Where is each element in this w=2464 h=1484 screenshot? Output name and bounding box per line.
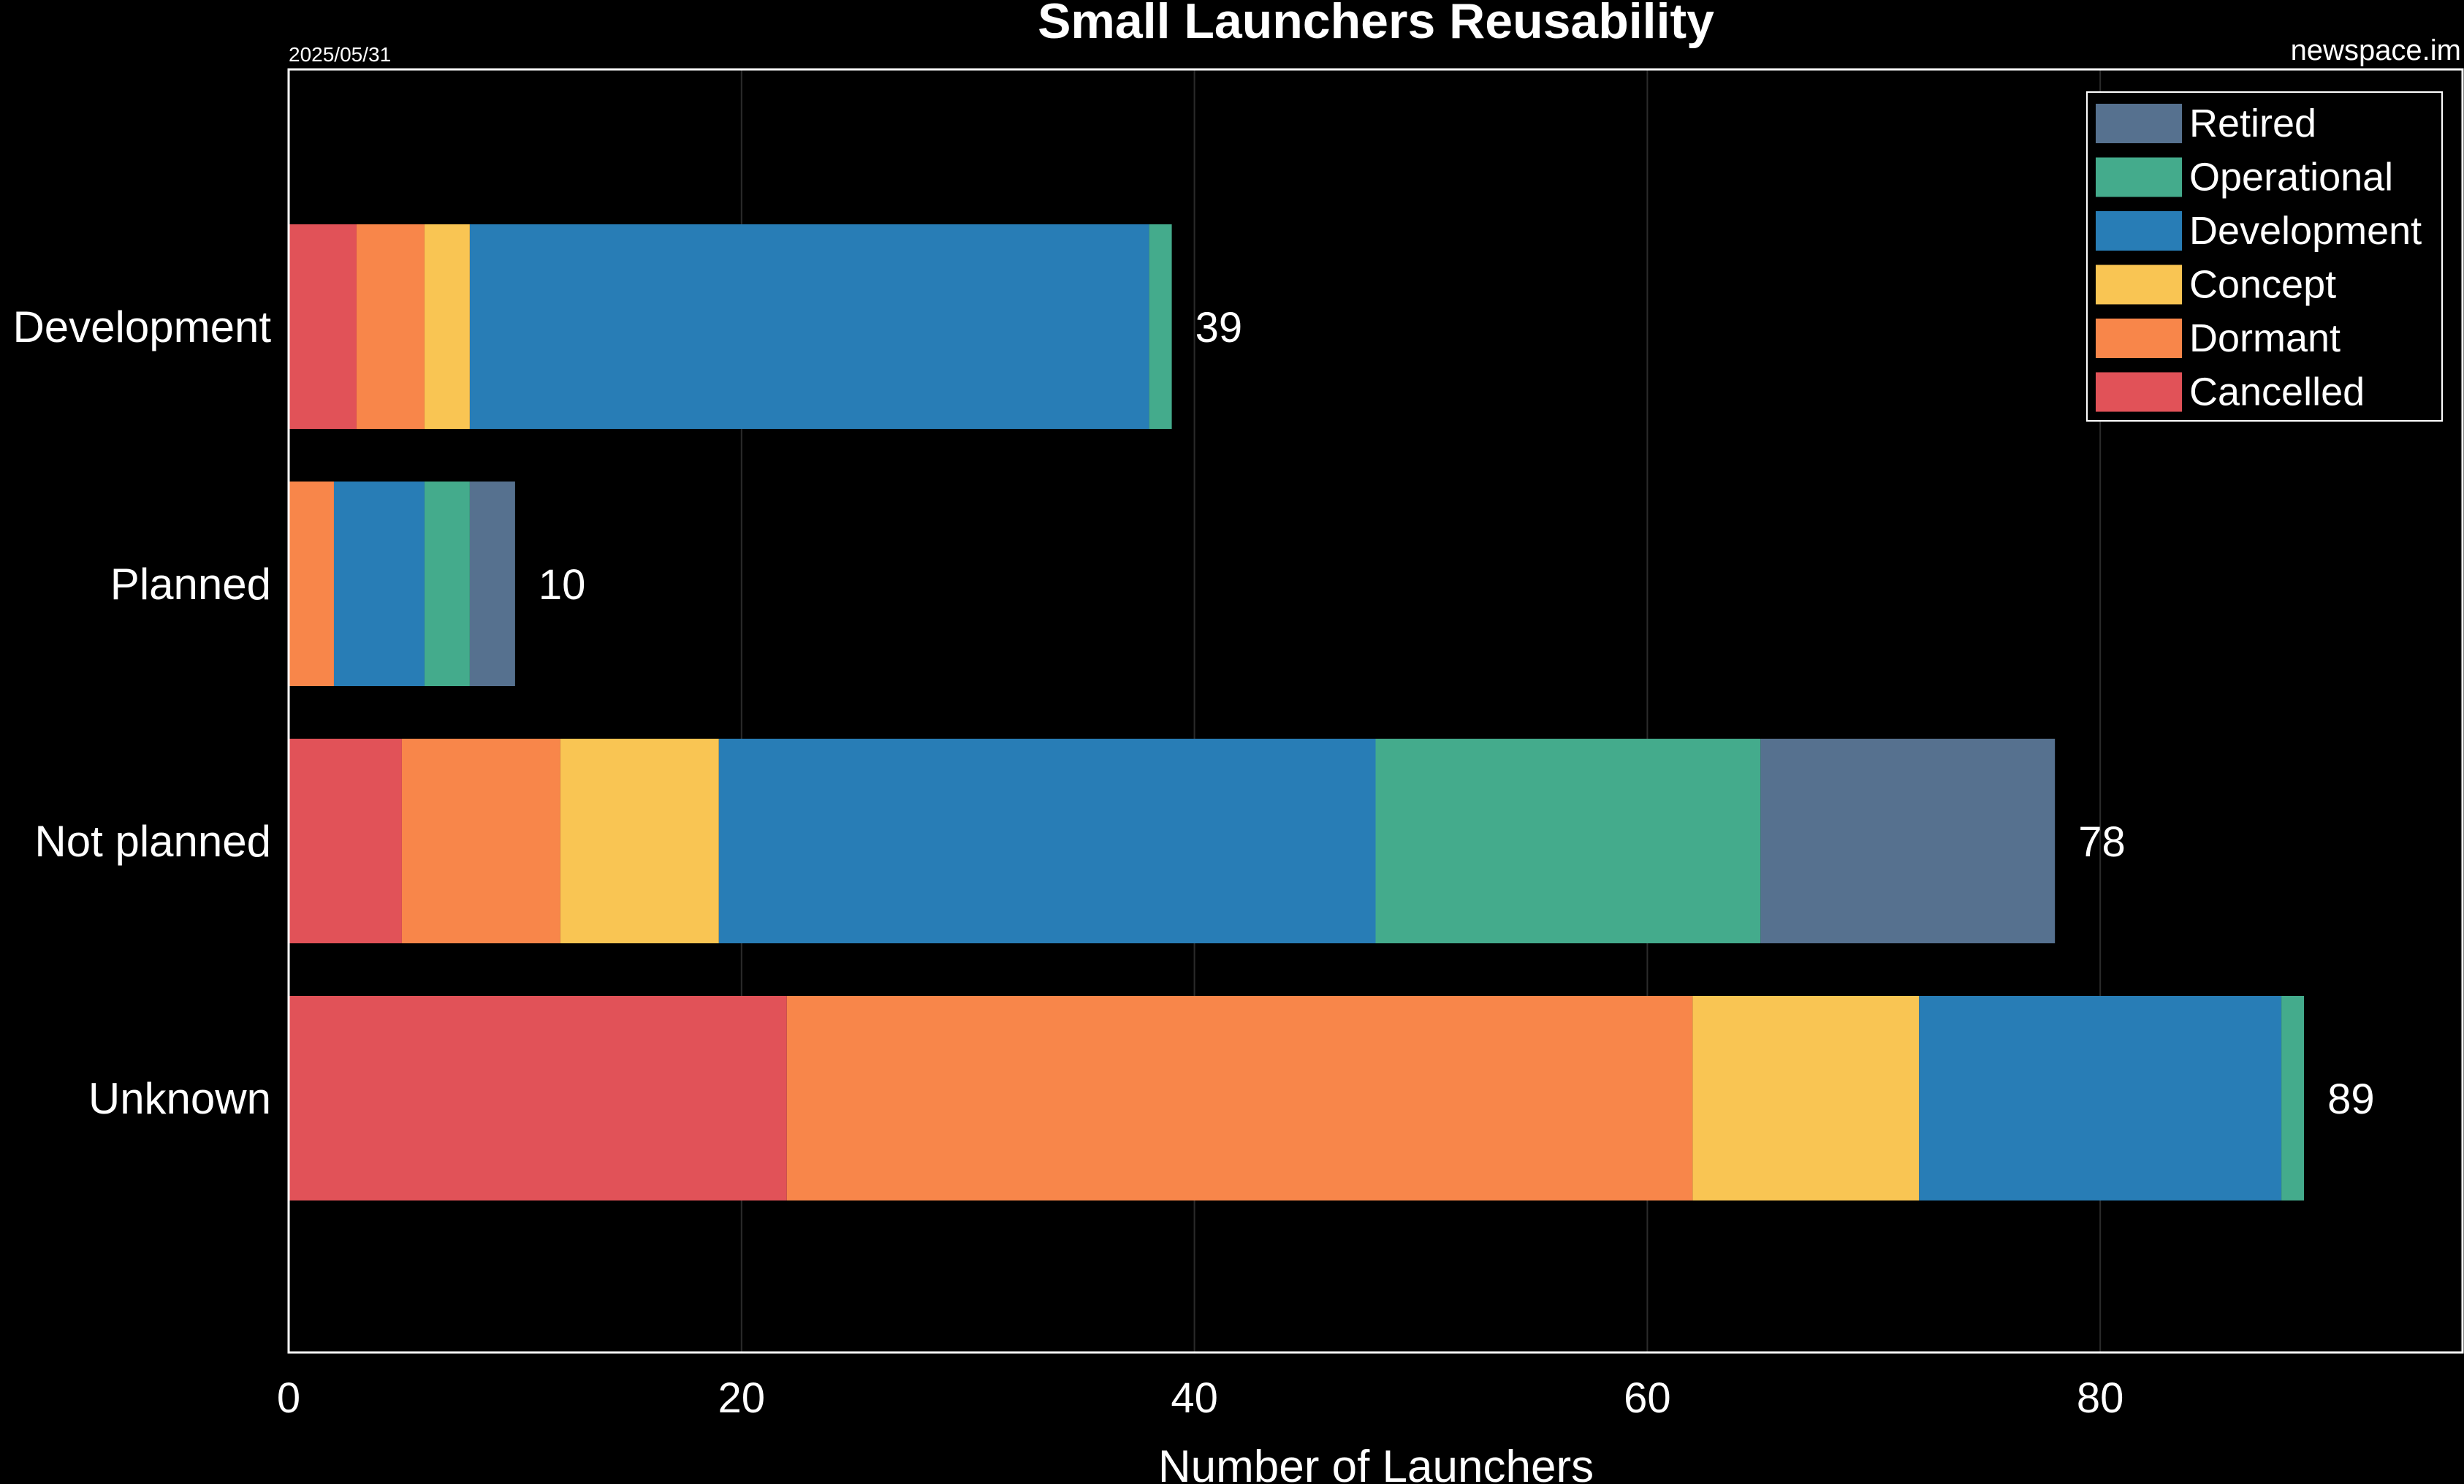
legend-box bbox=[2086, 91, 2443, 422]
chart-source: newspace.im bbox=[2291, 34, 2461, 66]
bar-total-label: 78 bbox=[2078, 818, 2126, 866]
bar-total-label: 10 bbox=[539, 561, 586, 609]
chart-title: Small Launchers Reusability bbox=[1038, 0, 1714, 49]
legend-label: Dormant bbox=[2189, 316, 2341, 360]
bar-segment bbox=[333, 482, 425, 686]
legend-swatch bbox=[2096, 211, 2182, 251]
bar-segment bbox=[401, 739, 560, 943]
bar-segment bbox=[289, 996, 787, 1200]
legend-label: Operational bbox=[2189, 156, 2393, 199]
bar-segment bbox=[718, 739, 1376, 943]
x-tick-label: 60 bbox=[1624, 1374, 1671, 1422]
legend-swatch bbox=[2096, 157, 2182, 197]
x-tick-label: 0 bbox=[277, 1374, 300, 1422]
legend-label: Retired bbox=[2189, 102, 2316, 145]
bar-segment bbox=[356, 224, 425, 429]
legend-swatch bbox=[2096, 372, 2182, 412]
x-axis-title: Number of Launchers bbox=[1158, 1442, 1594, 1484]
bar-segment bbox=[289, 224, 357, 429]
legend-swatch bbox=[2096, 104, 2182, 143]
bar-total-label: 89 bbox=[2327, 1076, 2375, 1123]
y-category-label: Unknown bbox=[88, 1074, 271, 1123]
bar-segment bbox=[1760, 739, 2056, 943]
bar-segment bbox=[786, 996, 1693, 1200]
chart-date: 2025/05/31 bbox=[289, 43, 391, 66]
bar-segment bbox=[1375, 739, 1761, 943]
bar-segment bbox=[2281, 996, 2305, 1200]
legend-swatch bbox=[2096, 265, 2182, 305]
legend-swatch bbox=[2096, 319, 2182, 358]
bar-segments bbox=[289, 224, 2305, 1200]
bar-segment bbox=[469, 482, 515, 686]
bar-segment bbox=[289, 482, 334, 686]
total-labels: 39 10 78 89 bbox=[539, 304, 2375, 1123]
plot-frame bbox=[287, 68, 2464, 1354]
legend-label: Development bbox=[2189, 209, 2422, 253]
bar-total-label: 39 bbox=[1195, 304, 1243, 351]
y-category-label: Development bbox=[12, 302, 271, 351]
bar-segment bbox=[424, 224, 470, 429]
x-tick-label: 20 bbox=[718, 1374, 766, 1422]
bar-segment bbox=[1692, 996, 1920, 1200]
legend-label: Cancelled bbox=[2189, 370, 2365, 414]
x-tick-label: 40 bbox=[1171, 1374, 1218, 1422]
bar-segment bbox=[560, 739, 719, 943]
y-category-label: Not planned bbox=[34, 817, 271, 866]
y-axis-category-labels: Development Planned Not planned Unknown bbox=[12, 302, 271, 1123]
bar-segment bbox=[1919, 996, 2282, 1200]
bar-segment bbox=[289, 739, 402, 943]
y-category-label: Planned bbox=[110, 560, 271, 609]
x-tick-label: 80 bbox=[2077, 1374, 2124, 1422]
bar-segment bbox=[1149, 224, 1172, 429]
bar-segment bbox=[469, 224, 1149, 429]
x-axis-ticks: 0 20 40 60 80 bbox=[277, 1374, 2124, 1422]
legend-label: Concept bbox=[2189, 263, 2336, 307]
bar-segment bbox=[424, 482, 470, 686]
legend: Retired Operational Development Concept Dorm… bbox=[2086, 91, 2443, 422]
